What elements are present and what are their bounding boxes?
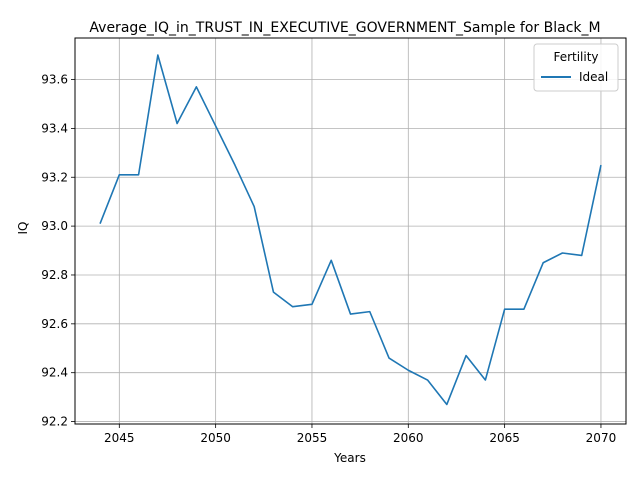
data-point: [291, 305, 294, 308]
data-point: [99, 222, 102, 225]
data-point: [349, 313, 352, 316]
data-point: [368, 310, 371, 313]
x-axis-ticks: 2045 2050 2055 2060 2065 2070: [104, 424, 616, 445]
x-tick-label: 2065: [489, 431, 520, 445]
data-point: [580, 254, 583, 257]
data-point: [503, 308, 506, 311]
y-tick-label: 93.4: [41, 121, 68, 135]
y-axis-label: IQ: [16, 222, 30, 235]
data-point: [156, 54, 159, 57]
series-line-ideal: [99, 54, 602, 406]
y-tick-label: 93.2: [41, 170, 68, 184]
data-point: [522, 308, 525, 311]
data-point: [561, 251, 564, 254]
y-tick-label: 92.4: [41, 366, 68, 380]
data-point: [176, 122, 179, 125]
y-tick-label: 92.6: [41, 317, 68, 331]
data-point: [484, 379, 487, 382]
data-point: [445, 403, 448, 406]
data-point: [233, 164, 236, 167]
x-tick-label: 2060: [393, 431, 424, 445]
legend-box: [533, 43, 619, 92]
data-point: [253, 205, 256, 208]
data-point: [426, 379, 429, 382]
y-tick-label: 92.8: [41, 268, 68, 282]
x-tick-label: 2070: [586, 431, 617, 445]
data-point: [310, 303, 313, 306]
data-point: [330, 259, 333, 262]
chart-title: Average_IQ_in_TRUST_IN_EXECUTIVE_GOVERNM…: [89, 20, 600, 36]
data-point: [137, 173, 140, 176]
y-tick-label: 93.6: [41, 73, 68, 87]
data-point: [272, 291, 275, 294]
data-point: [388, 357, 391, 360]
series-layer: [99, 54, 602, 406]
data-point: [407, 369, 410, 372]
y-tick-label: 93.0: [41, 219, 68, 233]
y-tick-label: 92.2: [41, 415, 68, 429]
data-point: [214, 124, 217, 127]
legend-title: Fertility: [553, 50, 598, 64]
data-point: [542, 261, 545, 264]
x-tick-label: 2045: [104, 431, 135, 445]
data-point: [195, 85, 198, 88]
x-axis-label: Years: [333, 451, 366, 465]
legend: Fertility Ideal: [533, 43, 619, 92]
data-point: [465, 354, 468, 357]
legend-label-ideal: Ideal: [579, 70, 608, 84]
grid: [75, 38, 626, 424]
plot-frame: [74, 37, 627, 425]
data-point: [599, 164, 602, 167]
x-tick-label: 2050: [200, 431, 231, 445]
y-axis-ticks: 92.2 92.4 92.6 92.8 93.0 93.2 93.4 93.6: [41, 73, 75, 429]
x-tick-label: 2055: [297, 431, 328, 445]
data-point: [118, 173, 121, 176]
